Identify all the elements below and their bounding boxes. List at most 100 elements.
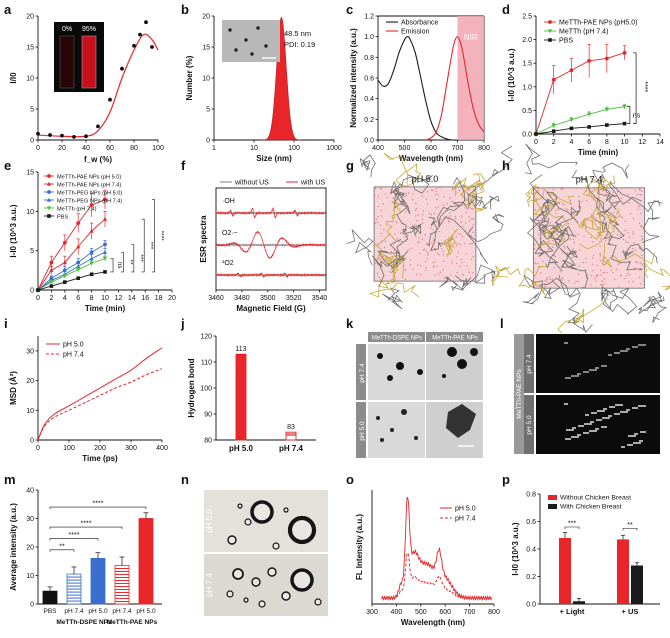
msd-line [37,347,163,441]
water-dot [434,261,436,263]
water-dot [388,271,391,273]
water-dot [572,248,574,250]
water-dot [561,188,564,191]
water-dot [634,249,637,252]
legend-label: MeTTh (pH 7.4) [559,29,608,36]
x-tick-label: 10 [621,139,629,146]
polymer-chain [526,217,549,249]
water-dot [597,274,599,277]
series-line [37,243,106,291]
fluorescent-fiber [595,428,599,430]
marker [47,174,51,178]
polymer-chain [571,169,613,215]
water-dot [425,269,427,271]
water-dot [601,280,603,282]
x-axis-label: Magnetic Field (G) [236,304,306,313]
fluorescent-fiber [597,410,605,412]
y-tick-label: 15 [202,45,210,52]
water-dot [462,273,464,276]
bar-value: 83 [287,424,295,431]
water-dot [634,189,637,192]
water-dot [638,276,641,279]
marker [551,129,556,133]
axes-e: 0 2 4 6 8 10 12 14 16 18 20 0 5 10 15 Time (min) I-I0 (1… [9,170,176,314]
water-dot [641,239,643,241]
water-dot [421,238,424,240]
x-axis-label: Size (nm) [256,154,292,163]
water-dot [378,255,381,257]
water-dot [464,243,466,245]
water-dot [410,247,413,249]
polymer-chain [469,195,500,210]
nanoparticle [401,409,407,415]
water-dot [383,228,385,231]
polymer-chain [439,275,469,292]
water-dot [629,274,631,276]
water-dot [573,282,576,284]
series-line [37,271,106,291]
water-dot [412,193,414,195]
fluorescent-fiber [596,419,602,421]
water-dot [390,264,393,267]
sig-label: **** [93,501,104,508]
water-dot [428,212,431,215]
water-dot [641,235,643,238]
x-axis-label: Wavelength (nm) [401,618,465,627]
water-dot [534,192,536,194]
nanoparticle [234,48,238,52]
water-dot [600,283,602,286]
category-label: pH 7.4 [64,608,84,615]
water-dot [442,204,444,206]
marker [547,29,553,34]
series-line [37,258,106,291]
y-tick-label: 5 [30,107,34,114]
water-dot [471,272,474,274]
water-dot [469,234,471,236]
polymer-chain [529,174,558,222]
nanoparticle [244,38,248,42]
water-dot [559,271,562,273]
water-dot [382,203,384,205]
water-dot [424,261,427,263]
water-dot [628,201,630,204]
water-dot [553,254,556,257]
water-dot [378,257,380,260]
y-tick-label: 90 [204,412,212,419]
snapshot-label: pH 7.4 [576,175,603,185]
y-tick-label: 0 [206,138,210,145]
water-dot [434,193,437,196]
row-label: pH 5.0 [359,421,366,441]
water-dot [603,278,606,280]
fluorescent-fiber [566,429,574,431]
water-dot [596,264,598,267]
panel-letter-b: b [181,2,189,17]
fluorescent-fiber [601,426,607,428]
panel-letter-j: j [180,316,185,331]
fluorescent-fiber [609,406,615,408]
inset-background [222,20,280,62]
inset-photo: 0% 95% [54,22,104,92]
y-tick-label: 1.2 [364,14,374,21]
marker [62,274,67,279]
category-label: + US [622,607,639,616]
series-line-emission [425,36,485,141]
bubble [290,568,314,592]
water-dot [615,212,618,215]
sig-bracket [564,526,580,529]
x-tick-label: 6 [587,139,591,146]
water-dot [461,235,464,237]
sig-label: *** [568,521,576,528]
water-dot [624,220,627,223]
polymer-chain [385,200,407,242]
marker [49,284,54,288]
water-dot [554,209,557,211]
y-axis-label: I-I0 (10^3 a.u.) [9,204,18,257]
water-dot [411,198,413,201]
polymer-chain [601,286,638,316]
water-dot [392,197,394,199]
x-tick-label: 16 [141,295,149,302]
sig-label: **** [81,521,92,528]
water-dot [615,268,618,271]
water-dot [571,256,573,259]
water-dot [437,206,439,208]
